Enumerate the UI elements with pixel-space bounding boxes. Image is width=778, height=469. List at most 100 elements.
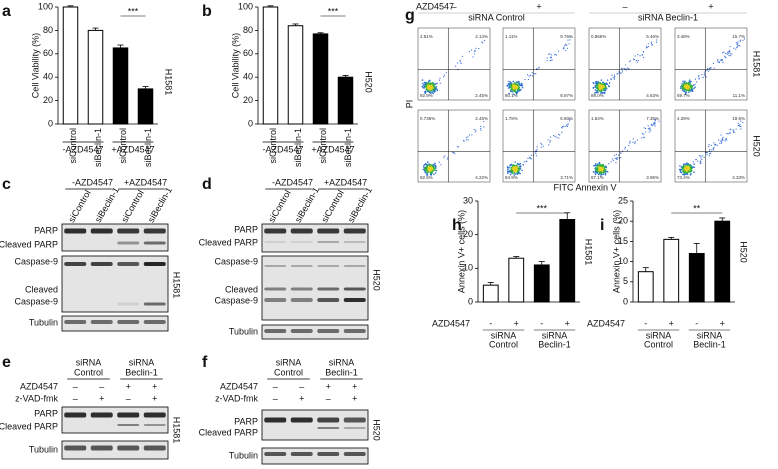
quadrant-percent: 0.736%	[420, 116, 435, 121]
error-bar	[487, 282, 494, 286]
flow-dot	[597, 87, 599, 90]
flow-dot	[707, 68, 709, 70]
flow-dot	[679, 165, 681, 167]
flow-dot	[431, 85, 433, 88]
flow-dot	[729, 53, 731, 55]
flow-dot	[596, 168, 599, 171]
quadrant-percent: 1.11%	[505, 34, 517, 39]
flow-dot	[474, 131, 476, 133]
flow-dot	[511, 169, 514, 172]
flow-dot	[609, 82, 611, 84]
flow-dot	[558, 137, 560, 139]
band-label: Tubulin	[229, 326, 258, 336]
error-bar	[267, 5, 274, 7]
flow-dot	[520, 84, 523, 87]
flow-dot	[510, 163, 513, 166]
blot-band	[290, 265, 313, 267]
flow-dot	[567, 123, 570, 125]
flow-dot	[600, 83, 602, 86]
flow-dot	[433, 83, 436, 86]
flow-dot	[697, 160, 699, 162]
row-label: AZD4547	[587, 318, 625, 328]
quadrant-percent: 2.45%	[475, 93, 488, 98]
flow-dot	[603, 171, 606, 173]
flow-dot	[736, 46, 738, 48]
flow-dot	[625, 68, 627, 70]
blot-band	[343, 298, 366, 302]
condition-label: +AZD4547	[124, 177, 167, 187]
flow-dot	[629, 60, 632, 62]
flow-dot	[622, 67, 624, 69]
flow-dot	[636, 139, 639, 141]
flow-dot	[732, 129, 735, 131]
flow-dot	[422, 82, 424, 85]
flow-dot	[710, 66, 712, 69]
flow-dot	[433, 173, 435, 175]
treatment-label: AZD4547	[20, 381, 58, 391]
flow-dot	[632, 141, 634, 143]
y-tick-label: 40	[243, 72, 253, 82]
treatment-sign: –	[326, 393, 331, 403]
row-label: AZD4547	[416, 1, 454, 11]
y-tick-label: 20	[463, 229, 473, 239]
blot-band	[343, 287, 366, 291]
flow-dot	[682, 170, 684, 173]
flow-dot	[728, 51, 730, 53]
bar	[287, 25, 304, 125]
flow-dot	[651, 44, 653, 46]
band-label: Cleaved PARP	[0, 239, 58, 249]
flow-dot	[654, 121, 656, 123]
flow-dot	[599, 90, 601, 93]
flow-dot	[447, 157, 449, 159]
flow-dot	[519, 167, 522, 170]
flow-dot	[684, 166, 687, 168]
band-label: Caspase-9	[214, 256, 258, 266]
flow-dot	[723, 51, 725, 53]
error-bar	[342, 75, 349, 78]
condition-label: Beclin-1	[125, 367, 158, 377]
flow-dot	[538, 67, 540, 69]
blot-band	[64, 445, 87, 451]
flow-dot	[512, 89, 515, 92]
flow-dot	[430, 90, 433, 92]
y-tick-label: 80	[243, 25, 253, 35]
y-tick-label: 80	[43, 25, 53, 35]
band-label: PARP	[34, 408, 58, 418]
flow-dot	[721, 137, 723, 139]
flow-dot	[690, 166, 692, 168]
flow-dot	[600, 168, 603, 170]
flow-dot	[599, 169, 601, 171]
flow-dot	[720, 140, 722, 142]
band-label: Cleaved PARP	[199, 237, 258, 247]
flow-dot	[622, 150, 624, 152]
band-label: Tubulin	[29, 444, 58, 454]
flow-dot	[720, 142, 723, 144]
flow-dot	[611, 74, 613, 76]
blot-band	[264, 241, 287, 243]
flow-dot	[621, 68, 623, 70]
blot-box	[61, 315, 169, 332]
flow-dot	[688, 86, 690, 88]
flow-dot	[647, 45, 650, 48]
flow-dot	[720, 134, 722, 136]
lane-label: siControl	[319, 188, 345, 224]
flow-dot	[650, 42, 653, 45]
blot-band	[117, 262, 140, 266]
treatment-sign: +	[352, 393, 357, 403]
flow-dot	[432, 88, 435, 91]
flow-dot	[702, 76, 704, 79]
treatment-sign: +	[536, 1, 541, 11]
flow-dot	[718, 61, 720, 63]
flow-dot	[460, 62, 462, 65]
flow-dot	[698, 74, 700, 77]
flow-dot	[613, 77, 615, 79]
flow-dot	[429, 167, 432, 169]
flow-dot	[506, 85, 509, 87]
cell-line-label: H1581	[752, 51, 762, 78]
blot-box	[261, 447, 369, 465]
flow-dot	[603, 170, 605, 172]
flow-dot	[607, 85, 610, 87]
treatment-sign: +	[152, 381, 157, 391]
flow-dot	[510, 87, 513, 89]
flow-dot	[436, 89, 439, 92]
